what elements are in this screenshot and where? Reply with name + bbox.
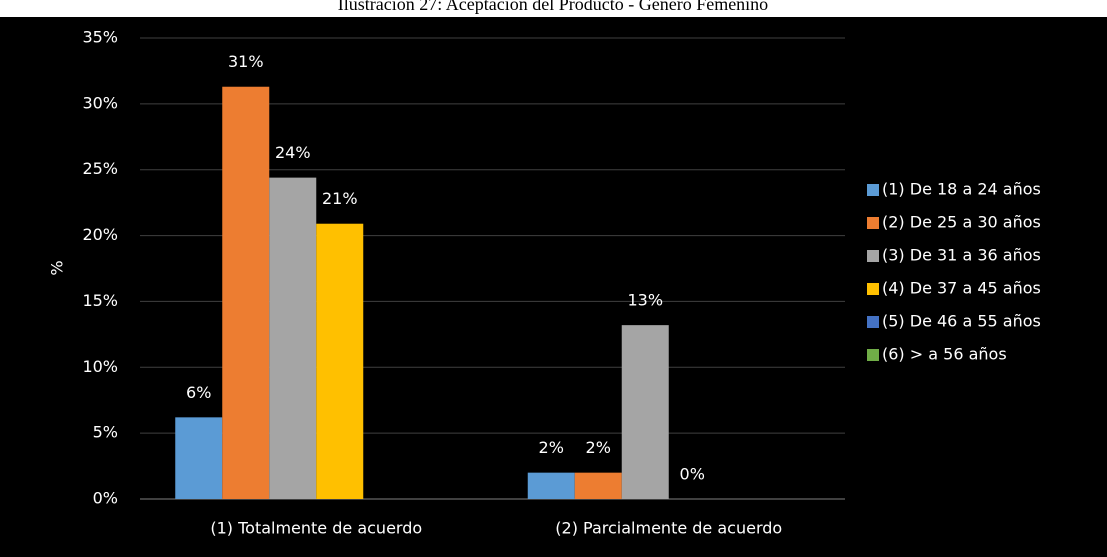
bar bbox=[527, 472, 575, 499]
y-tick-label: 25% bbox=[82, 159, 118, 178]
data-label: 21% bbox=[322, 189, 358, 208]
y-tick-label: 35% bbox=[82, 28, 118, 47]
data-label: 2% bbox=[586, 438, 611, 457]
y-tick-label: 30% bbox=[82, 93, 118, 112]
x-tick-label: (1) Totalmente de acuerdo bbox=[210, 519, 422, 538]
data-label: 0% bbox=[680, 465, 705, 484]
legend-swatch bbox=[867, 316, 879, 328]
bar bbox=[222, 86, 270, 499]
bar bbox=[621, 325, 669, 499]
bar bbox=[316, 223, 364, 499]
chart-title: Ilustración 27: Aceptación del Producto … bbox=[338, 0, 768, 14]
data-label: 2% bbox=[539, 438, 564, 457]
legend-label: (5) De 46 a 55 años bbox=[882, 312, 1041, 331]
bar bbox=[574, 472, 622, 499]
y-axis-label: % bbox=[48, 260, 67, 275]
legend-label: (4) De 37 a 45 años bbox=[882, 279, 1041, 298]
bar bbox=[269, 177, 317, 500]
data-label: 31% bbox=[228, 52, 264, 71]
data-label: 24% bbox=[275, 143, 311, 162]
data-label: 13% bbox=[627, 291, 663, 310]
legend-label: (2) De 25 a 30 años bbox=[882, 213, 1041, 232]
data-label: 6% bbox=[186, 383, 211, 402]
legend-label: (3) De 31 a 36 años bbox=[882, 246, 1041, 265]
legend-swatch bbox=[867, 349, 879, 361]
legend-swatch bbox=[867, 283, 879, 295]
legend-swatch bbox=[867, 250, 879, 262]
y-tick-label: 5% bbox=[93, 423, 118, 442]
x-tick-label: (2) Parcialmente de acuerdo bbox=[555, 519, 782, 538]
y-tick-label: 15% bbox=[82, 291, 118, 310]
title-strip bbox=[0, 0, 1107, 17]
legend-swatch bbox=[867, 217, 879, 229]
legend-swatch bbox=[867, 184, 879, 196]
legend-label: (1) De 18 a 24 años bbox=[882, 180, 1041, 199]
legend-label: (6) > a 56 años bbox=[882, 345, 1007, 364]
y-tick-label: 0% bbox=[93, 489, 118, 508]
y-tick-label: 10% bbox=[82, 357, 118, 376]
bar bbox=[175, 417, 223, 499]
y-tick-label: 20% bbox=[82, 225, 118, 244]
